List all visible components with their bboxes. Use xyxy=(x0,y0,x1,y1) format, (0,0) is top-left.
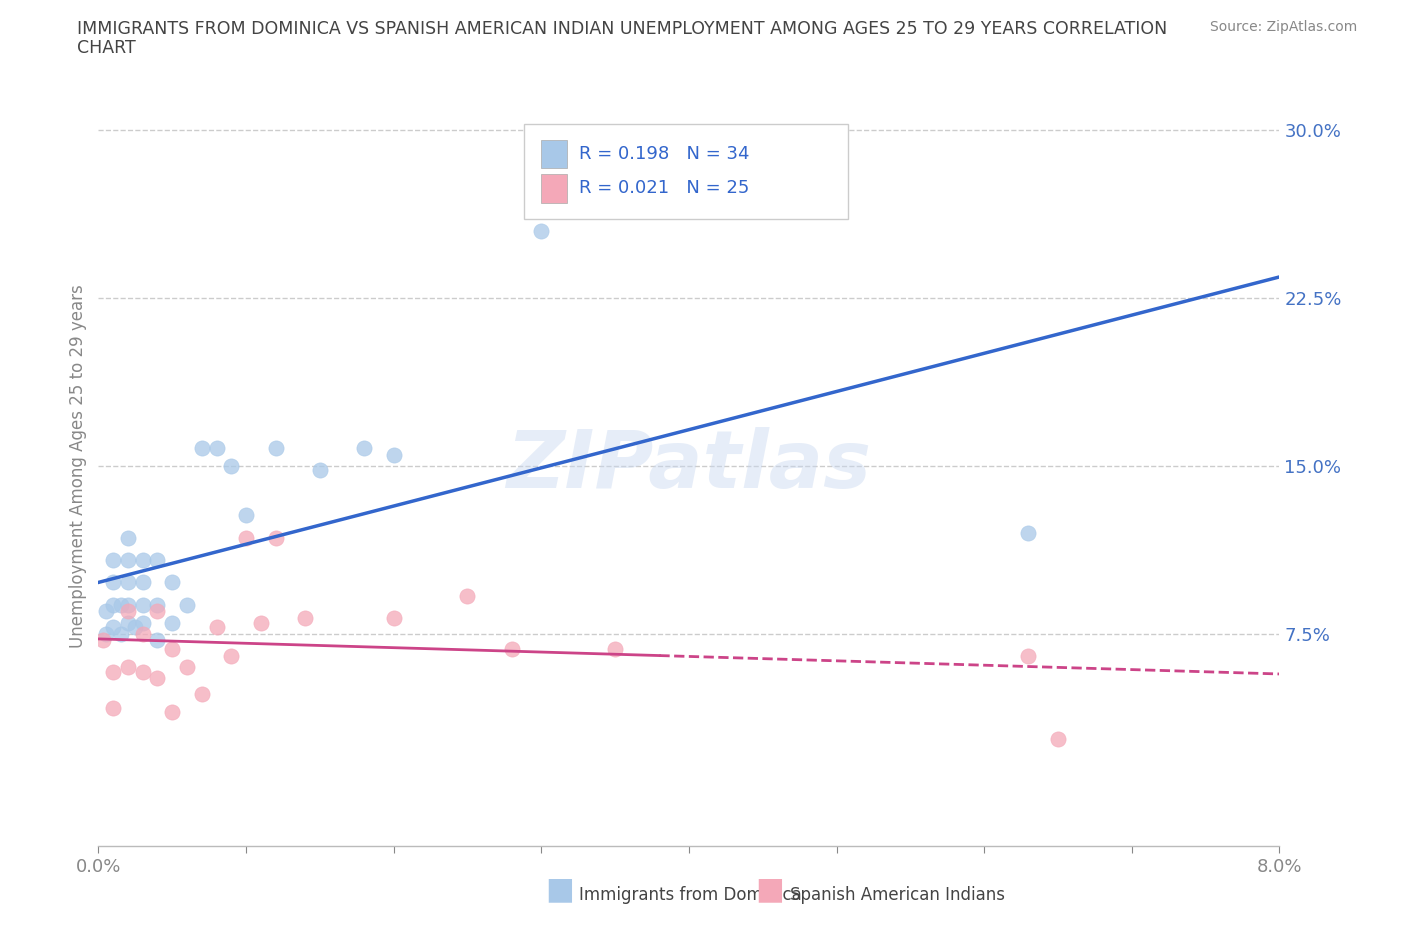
Bar xyxy=(541,140,567,168)
Text: R = 0.198   N = 34: R = 0.198 N = 34 xyxy=(579,145,749,163)
Point xyxy=(132,575,155,590)
Point xyxy=(94,604,117,618)
Point xyxy=(132,615,155,630)
Text: Immigrants from Dominica: Immigrants from Dominica xyxy=(579,886,801,904)
Point xyxy=(117,552,139,567)
Point xyxy=(235,508,257,523)
Point xyxy=(132,626,155,641)
Point xyxy=(132,664,155,679)
Point xyxy=(1046,732,1070,747)
Point xyxy=(221,458,243,473)
Point xyxy=(1018,649,1040,664)
Point xyxy=(162,642,183,657)
Point xyxy=(124,619,146,634)
Bar xyxy=(541,174,567,203)
Point xyxy=(162,575,183,590)
Point xyxy=(205,441,228,456)
Point xyxy=(162,615,183,630)
Point xyxy=(457,589,479,604)
Text: IMMIGRANTS FROM DOMINICA VS SPANISH AMERICAN INDIAN UNEMPLOYMENT AMONG AGES 25 T: IMMIGRANTS FROM DOMINICA VS SPANISH AMER… xyxy=(77,20,1167,38)
Point xyxy=(605,642,627,657)
Point xyxy=(146,633,169,648)
Point xyxy=(117,604,139,618)
Text: CHART: CHART xyxy=(77,39,136,57)
Point xyxy=(191,686,214,701)
Point xyxy=(103,619,125,634)
Point xyxy=(103,552,125,567)
Point xyxy=(110,626,132,641)
Point xyxy=(103,700,125,715)
Text: ZIPatlas: ZIPatlas xyxy=(506,427,872,505)
Point xyxy=(162,705,183,720)
Text: Source: ZipAtlas.com: Source: ZipAtlas.com xyxy=(1209,20,1357,34)
Point xyxy=(110,597,132,612)
Point xyxy=(382,447,405,462)
Text: ■: ■ xyxy=(755,875,785,904)
Point xyxy=(205,619,228,634)
Point xyxy=(176,597,198,612)
Point xyxy=(191,441,214,456)
Point xyxy=(382,611,405,626)
Text: ■: ■ xyxy=(544,875,574,904)
Point xyxy=(309,463,332,478)
Point xyxy=(91,633,114,648)
Point xyxy=(103,575,125,590)
Point xyxy=(117,660,139,675)
Point xyxy=(250,615,273,630)
Point xyxy=(117,615,139,630)
Point xyxy=(117,575,139,590)
Point xyxy=(146,552,169,567)
Point xyxy=(103,664,125,679)
Point xyxy=(132,552,155,567)
Point xyxy=(146,604,169,618)
Text: Spanish American Indians: Spanish American Indians xyxy=(790,886,1005,904)
Point xyxy=(94,626,117,641)
Point xyxy=(132,597,155,612)
Point xyxy=(264,441,287,456)
Point xyxy=(146,671,169,686)
Point xyxy=(117,530,139,545)
Y-axis label: Unemployment Among Ages 25 to 29 years: Unemployment Among Ages 25 to 29 years xyxy=(69,284,87,648)
Point xyxy=(176,660,198,675)
Point xyxy=(146,597,169,612)
Point xyxy=(294,611,316,626)
Point xyxy=(103,597,125,612)
Point xyxy=(501,642,523,657)
Point xyxy=(1018,525,1040,540)
Point xyxy=(264,530,287,545)
Point xyxy=(235,530,257,545)
Text: R = 0.021   N = 25: R = 0.021 N = 25 xyxy=(579,179,749,197)
Point xyxy=(353,441,375,456)
Point xyxy=(530,223,553,238)
Point xyxy=(221,649,243,664)
FancyBboxPatch shape xyxy=(523,124,848,219)
Point xyxy=(117,597,139,612)
